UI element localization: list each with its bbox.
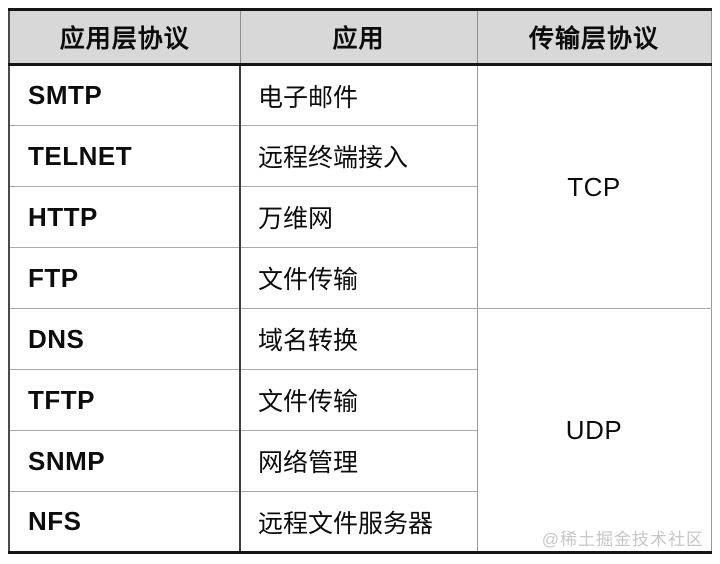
table-row: NFS 远程文件服务器 xyxy=(9,491,711,553)
transport-cell-udp: UDP xyxy=(477,308,711,553)
application-cell: 远程文件服务器 xyxy=(240,491,478,553)
table-row: SMTP 电子邮件 TCP xyxy=(9,64,711,309)
protocol-cell-smtp: SMTP xyxy=(9,64,241,126)
col-header-application-protocol: 应用层协议 xyxy=(9,9,240,66)
application-cell: 网络管理 xyxy=(240,430,478,492)
col-header-application: 应用 xyxy=(239,9,477,66)
protocol-mapping-table: 应用层协议 应用 传输层协议 SMTP 电子邮件 TCP TELNET 远程终端… xyxy=(8,8,712,554)
protocol-cell-dns: DNS xyxy=(9,308,241,370)
protocol-cell-telnet: TELNET xyxy=(9,125,241,187)
protocol-cell-tftp: TFTP xyxy=(9,369,241,431)
application-cell: 电子邮件 xyxy=(240,64,478,126)
protocol-cell-http: HTTP xyxy=(9,186,241,248)
transport-cell-tcp: TCP xyxy=(477,64,711,309)
table-row: SNMP 网络管理 xyxy=(9,430,711,492)
protocol-cell-snmp: SNMP xyxy=(9,430,241,492)
header-row: 应用层协议 应用 传输层协议 xyxy=(9,9,711,66)
col-header-transport-protocol: 传输层协议 xyxy=(476,9,711,66)
protocol-cell-nfs: NFS xyxy=(9,491,241,553)
application-cell: 文件传输 xyxy=(240,369,478,431)
application-cell: 域名转换 xyxy=(240,308,478,370)
table-row: DNS 域名转换 UDP xyxy=(9,308,711,553)
table-row: FTP 文件传输 xyxy=(9,247,711,309)
table-row: HTTP 万维网 xyxy=(9,186,711,248)
table-row: TELNET 远程终端接入 xyxy=(9,125,711,187)
table-row: TFTP 文件传输 xyxy=(9,369,711,431)
protocol-cell-ftp: FTP xyxy=(9,247,241,309)
application-cell: 远程终端接入 xyxy=(240,125,478,187)
application-cell: 万维网 xyxy=(240,186,478,248)
application-cell: 文件传输 xyxy=(240,247,478,309)
